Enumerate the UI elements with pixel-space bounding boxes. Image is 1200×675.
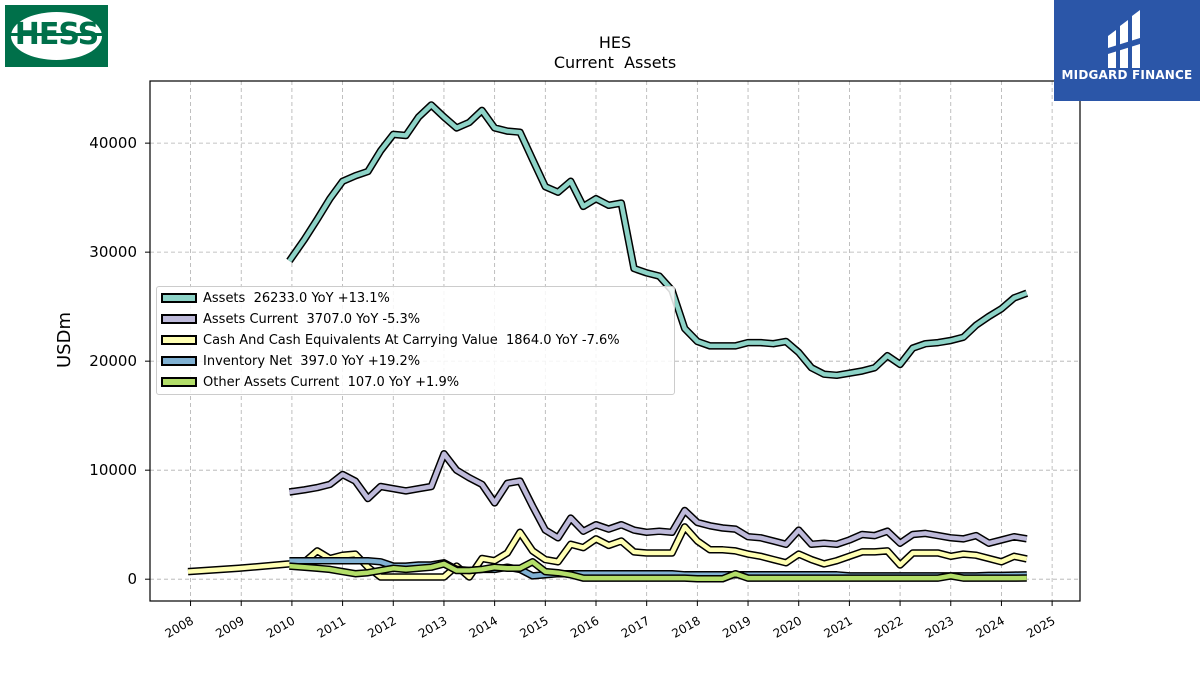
hess-logo-oval (11, 12, 102, 60)
x-tick-label: 2023 (923, 613, 956, 640)
legend-label-inventory: Inventory Net 397.0 YoY +19.2% (203, 353, 421, 369)
midgard-finance-text: MIDGARD FINANCE (1061, 68, 1193, 82)
y-tick-label: 10000 (89, 461, 137, 479)
midgard-finance-logo: MIDGARD FINANCE (1054, 0, 1200, 101)
legend-item-assets-current: Assets Current 3707.0 YoY -5.3% (161, 309, 420, 329)
x-tick-label: 2024 (973, 613, 1006, 640)
series-line-assets-current (289, 451, 1028, 547)
series-layer (187, 101, 1029, 583)
legend-item-cash: Cash And Cash Equivalents At Carrying Va… (161, 330, 620, 350)
hess-logo-band (5, 33, 108, 36)
x-tick-label: 2021 (821, 613, 854, 640)
legend-label-assets: Assets 26233.0 YoY +13.1% (203, 290, 390, 306)
hess-logo: HESS (5, 5, 108, 67)
legend-label-assets-current: Assets Current 3707.0 YoY -5.3% (203, 311, 421, 327)
x-tick-label: 2017 (619, 613, 652, 640)
legend-swatch-inventory (161, 356, 197, 366)
series-line-cash-and-cash-equivalents-at-carrying-value (187, 524, 1028, 580)
x-tick-label: 2011 (315, 613, 348, 640)
x-tick-label: 2012 (365, 613, 398, 640)
x-tick-label: 2025 (1024, 613, 1057, 640)
chart-title: HES (599, 33, 631, 52)
legend-label-cash: Cash And Cash Equivalents At Carrying Va… (203, 332, 620, 348)
series-line-other-assets-current (289, 559, 1027, 581)
x-tick-label: 2016 (568, 613, 601, 640)
legend-swatch-other-assets (161, 377, 197, 387)
legend-item-inventory: Inventory Net 397.0 YoY +19.2% (161, 351, 420, 371)
chart-subtitle: Current Assets (554, 53, 676, 72)
legend-swatch-assets-current (161, 314, 197, 324)
series-line-assets (287, 102, 1028, 378)
x-tick-label: 2013 (416, 613, 449, 640)
x-tick-label: 2020 (771, 613, 804, 640)
x-tick-label: 2022 (872, 613, 905, 640)
x-tick-label: 2014 (467, 613, 500, 640)
legend-item-assets: Assets 26233.0 YoY +13.1% (161, 288, 390, 308)
midgard-mark-icon (1108, 10, 1140, 68)
x-tick-label: 2010 (264, 613, 297, 640)
y-tick-label: 0 (127, 570, 137, 588)
legend-item-other-assets: Other Assets Current 107.0 YoY +1.9% (161, 372, 459, 392)
legend-swatch-cash (161, 335, 197, 345)
plot-frame (149, 80, 1081, 602)
x-tick-label: 2018 (669, 613, 702, 640)
hess-logo-text: HESS (14, 17, 99, 52)
legend-swatch-assets (161, 293, 197, 303)
x-tick-label: 2015 (517, 613, 550, 640)
x-tick-label: 2008 (163, 613, 196, 640)
y-tick-label: 20000 (89, 352, 137, 370)
chart-legend: Assets 26233.0 YoY +13.1% Assets Current… (156, 286, 675, 395)
y-tick-label: 30000 (89, 243, 137, 261)
x-tick-label: 2019 (720, 613, 753, 640)
legend-label-other-assets: Other Assets Current 107.0 YoY +1.9% (203, 374, 460, 390)
x-tick-label: 2009 (213, 613, 246, 640)
y-tick-label: 40000 (89, 134, 137, 152)
y-axis-label: USDm (54, 312, 75, 368)
